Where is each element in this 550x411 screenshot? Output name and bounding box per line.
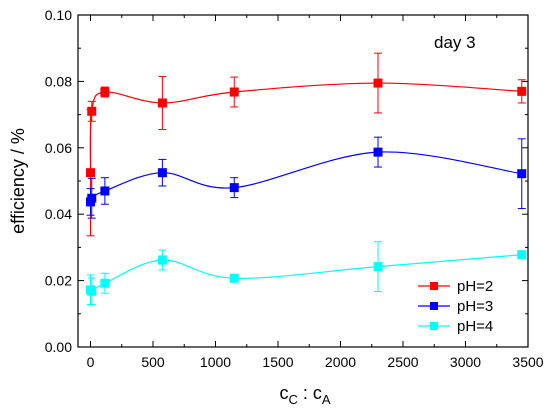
axis-ticks: 0 500 1000 1500 2000 2500 3000 3500 0.00 0.02 0.04… bbox=[45, 7, 544, 370]
legend-entry-ph4: pH=4 bbox=[418, 318, 493, 335]
data-point bbox=[229, 87, 239, 97]
legend-label-ph2: pH=2 bbox=[457, 278, 493, 295]
x-axis-title-sep: : c bbox=[298, 383, 322, 403]
data-point bbox=[517, 86, 527, 96]
legend-entry-ph2: pH=2 bbox=[418, 278, 493, 295]
x-tick-label: 2500 bbox=[387, 354, 418, 370]
legend-label-ph3: pH=3 bbox=[457, 298, 493, 315]
y-tick-label: 0.02 bbox=[45, 273, 72, 289]
annotation-day: day 3 bbox=[434, 33, 476, 52]
legend-entry-ph3: pH=3 bbox=[418, 298, 493, 315]
data-point bbox=[229, 183, 239, 193]
x-tick-label: 3500 bbox=[512, 354, 543, 370]
y-tick-label: 0.00 bbox=[45, 339, 72, 355]
data-point bbox=[157, 255, 167, 265]
data-point bbox=[87, 106, 97, 116]
x-tick-label: 1000 bbox=[200, 354, 231, 370]
series-line bbox=[89, 82, 522, 173]
data-point bbox=[100, 186, 110, 196]
data-point bbox=[229, 273, 239, 283]
data-point bbox=[517, 250, 527, 260]
data-point bbox=[517, 169, 527, 179]
x-tick-label: 2000 bbox=[325, 354, 356, 370]
y-tick-label: 0.04 bbox=[45, 206, 72, 222]
series-layer bbox=[86, 52, 527, 306]
series-3 bbox=[86, 136, 527, 219]
legend-label-ph4: pH=4 bbox=[457, 318, 493, 335]
series-2 bbox=[86, 52, 527, 237]
x-tick-label: 500 bbox=[141, 354, 165, 370]
data-point bbox=[157, 98, 167, 108]
y-tick-label: 0.10 bbox=[45, 7, 72, 23]
data-point bbox=[87, 193, 97, 203]
legend-marker-ph4 bbox=[430, 322, 438, 330]
legend-marker-ph3 bbox=[430, 302, 438, 310]
x-axis-title-main: c bbox=[279, 383, 288, 403]
y-tick-label: 0.06 bbox=[45, 140, 72, 156]
x-tick-label: 0 bbox=[87, 354, 95, 370]
x-axis-title-sub2: A bbox=[322, 392, 331, 407]
data-point bbox=[373, 78, 383, 88]
data-point bbox=[86, 168, 95, 178]
data-point bbox=[157, 168, 167, 178]
data-point bbox=[373, 262, 383, 272]
legend: pH=2 pH=3 pH=4 bbox=[418, 278, 493, 335]
data-point bbox=[100, 87, 110, 97]
x-axis-title-sub1: C bbox=[288, 392, 297, 407]
y-axis-title: efficiency / % bbox=[8, 128, 28, 234]
y-tick-label: 0.08 bbox=[45, 73, 72, 89]
data-point bbox=[100, 278, 110, 288]
x-tick-label: 1500 bbox=[262, 354, 293, 370]
data-point bbox=[87, 286, 97, 296]
data-point bbox=[373, 147, 383, 157]
series-4 bbox=[86, 241, 527, 306]
series-line bbox=[89, 151, 522, 203]
x-axis-title: cC : cA bbox=[279, 383, 330, 407]
x-tick-label: 3000 bbox=[450, 354, 481, 370]
legend-marker-ph2 bbox=[430, 282, 438, 290]
